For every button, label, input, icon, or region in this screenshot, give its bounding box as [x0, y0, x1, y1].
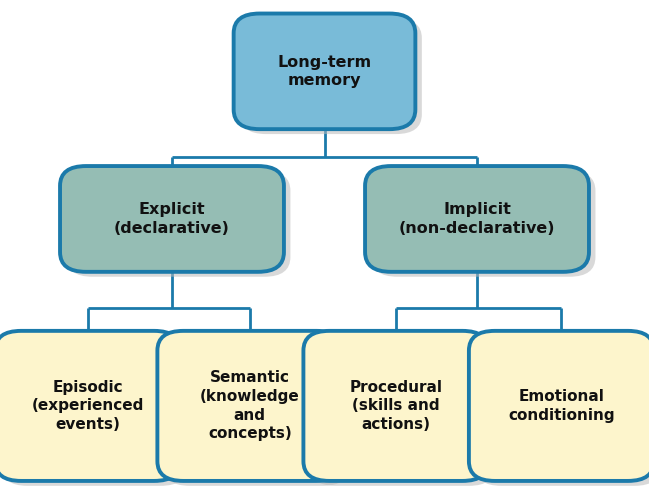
Text: Episodic
(experienced
events): Episodic (experienced events)	[31, 380, 144, 432]
FancyBboxPatch shape	[365, 166, 589, 272]
FancyBboxPatch shape	[234, 13, 415, 129]
FancyBboxPatch shape	[2, 336, 187, 486]
Text: Explicit
(declarative): Explicit (declarative)	[114, 202, 230, 236]
Text: Emotional
conditioning: Emotional conditioning	[508, 389, 615, 423]
FancyBboxPatch shape	[67, 171, 291, 277]
FancyBboxPatch shape	[158, 331, 343, 481]
FancyBboxPatch shape	[240, 18, 422, 134]
FancyBboxPatch shape	[60, 166, 284, 272]
FancyBboxPatch shape	[303, 331, 488, 481]
Text: Implicit
(non-declarative): Implicit (non-declarative)	[398, 202, 556, 236]
FancyBboxPatch shape	[0, 331, 180, 481]
Text: Long-term
memory: Long-term memory	[277, 55, 372, 88]
FancyBboxPatch shape	[469, 331, 649, 481]
Text: Semantic
(knowledge
and
concepts): Semantic (knowledge and concepts)	[200, 370, 300, 441]
FancyBboxPatch shape	[475, 336, 649, 486]
FancyBboxPatch shape	[310, 336, 495, 486]
FancyBboxPatch shape	[371, 171, 596, 277]
FancyBboxPatch shape	[164, 336, 349, 486]
Text: Procedural
(skills and
actions): Procedural (skills and actions)	[349, 380, 443, 432]
